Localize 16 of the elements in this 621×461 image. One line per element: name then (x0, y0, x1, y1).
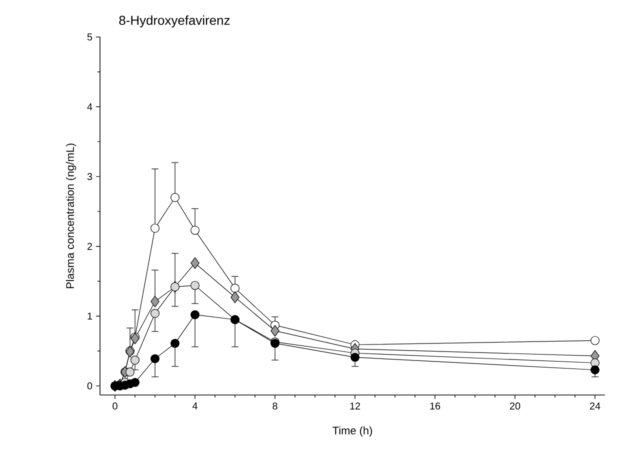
y-tick-label: 0 (87, 382, 92, 390)
y-axis-title: Plasma concentration (ng/mL) (66, 144, 76, 288)
x-tick-label: 12 (350, 402, 360, 410)
x-axis-title: Time (h) (332, 426, 372, 437)
x-tick-label: 8 (272, 402, 278, 410)
y-tick-label: 2 (87, 242, 92, 250)
x-tick-label: 16 (430, 402, 440, 410)
x-tick-label: 20 (510, 402, 520, 410)
y-tick-label: 3 (87, 173, 92, 180)
x-tick-label: 24 (590, 402, 600, 410)
x-tick-label: 0 (112, 402, 118, 410)
chart-title: 8-Hydroxyefavirenz (119, 15, 230, 28)
x-tick-label: 4 (192, 402, 198, 410)
y-tick-label: 1 (88, 312, 92, 320)
y-tick-label: 4 (87, 103, 92, 110)
y-tick-label: 5 (87, 34, 92, 40)
